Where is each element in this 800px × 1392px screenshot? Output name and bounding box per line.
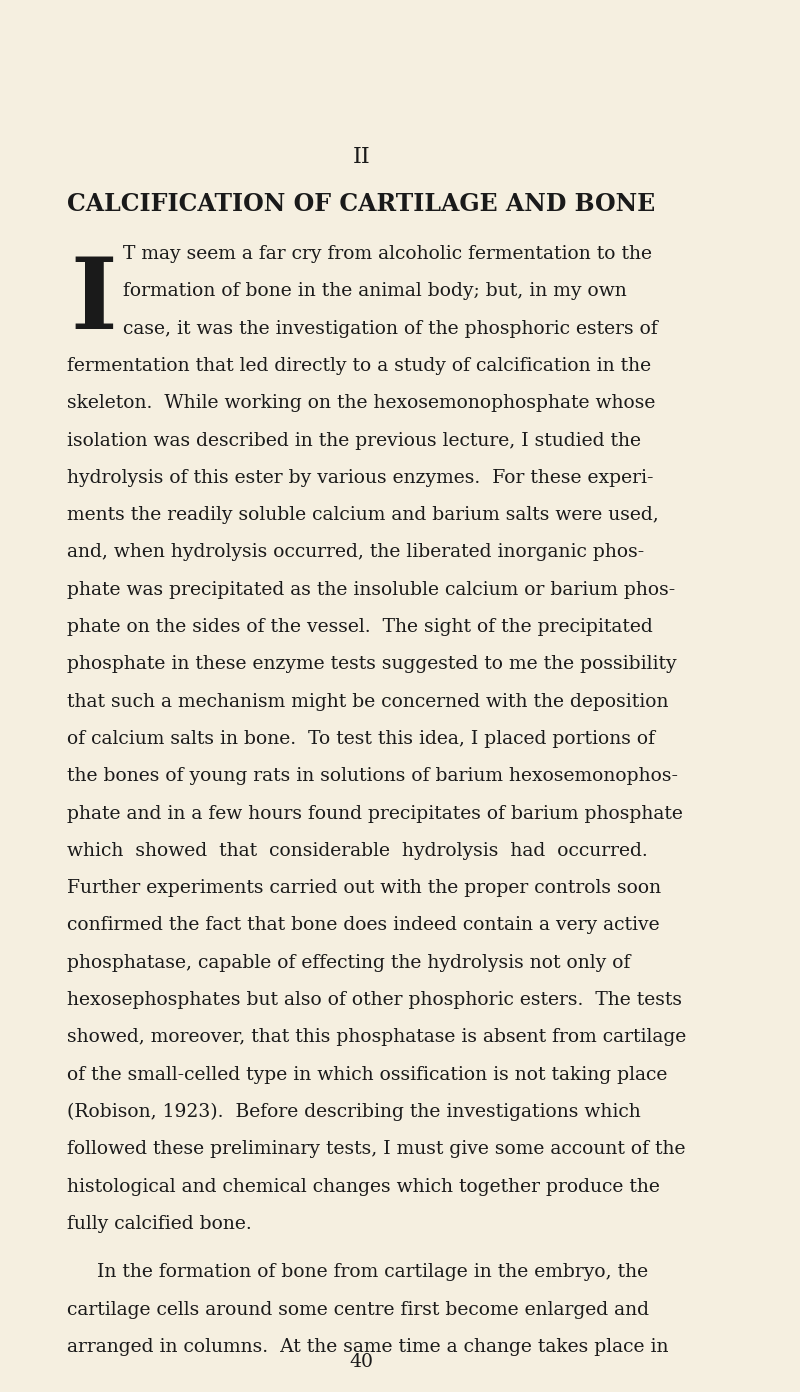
Text: hydrolysis of this ester by various enzymes.  For these experi-: hydrolysis of this ester by various enzy… [67,469,654,487]
Text: skeleton.  While working on the hexosemonophosphate whose: skeleton. While working on the hexosemon… [67,394,655,412]
Text: phate and in a few hours found precipitates of barium phosphate: phate and in a few hours found precipita… [67,805,683,823]
Text: histological and chemical changes which together produce the: histological and chemical changes which … [67,1178,660,1196]
Text: phate was precipitated as the insoluble calcium or barium phos-: phate was precipitated as the insoluble … [67,580,675,599]
Text: I: I [70,253,118,351]
Text: ments the readily soluble calcium and barium salts were used,: ments the readily soluble calcium and ba… [67,507,658,525]
Text: showed, moreover, that this phosphatase is absent from cartilage: showed, moreover, that this phosphatase … [67,1029,686,1047]
Text: of calcium salts in bone.  To test this idea, I placed portions of: of calcium salts in bone. To test this i… [67,729,655,748]
Text: formation of bone in the animal body; but, in my own: formation of bone in the animal body; bu… [123,283,626,301]
Text: that such a mechanism might be concerned with the deposition: that such a mechanism might be concerned… [67,693,669,711]
Text: phate on the sides of the vessel.  The sight of the precipitated: phate on the sides of the vessel. The si… [67,618,653,636]
Text: and, when hydrolysis occurred, the liberated inorganic phos-: and, when hydrolysis occurred, the liber… [67,543,644,561]
Text: fully calcified bone.: fully calcified bone. [67,1215,252,1233]
Text: (Robison, 1923).  Before describing the investigations which: (Robison, 1923). Before describing the i… [67,1102,641,1122]
Text: cartilage cells around some centre first become enlarged and: cartilage cells around some centre first… [67,1300,649,1318]
Text: confirmed the fact that bone does indeed contain a very active: confirmed the fact that bone does indeed… [67,916,660,934]
Text: In the formation of bone from cartilage in the embryo, the: In the formation of bone from cartilage … [97,1264,648,1282]
Text: CALCIFICATION OF CARTILAGE AND BONE: CALCIFICATION OF CARTILAGE AND BONE [67,192,655,216]
Text: fermentation that led directly to a study of calcification in the: fermentation that led directly to a stud… [67,356,651,374]
Text: isolation was described in the previous lecture, I studied the: isolation was described in the previous … [67,432,641,450]
Text: the bones of young rats in solutions of barium hexosemonophos-: the bones of young rats in solutions of … [67,767,678,785]
Text: II: II [353,146,370,168]
Text: followed these preliminary tests, I must give some account of the: followed these preliminary tests, I must… [67,1140,686,1158]
Text: T may seem a far cry from alcoholic fermentation to the: T may seem a far cry from alcoholic ferm… [123,245,652,263]
Text: arranged in columns.  At the same time a change takes place in: arranged in columns. At the same time a … [67,1338,669,1356]
Text: phosphatase, capable of effecting the hydrolysis not only of: phosphatase, capable of effecting the hy… [67,954,630,972]
Text: of the small-celled type in which ossification is not taking place: of the small-celled type in which ossifi… [67,1066,667,1084]
Text: Further experiments carried out with the proper controls soon: Further experiments carried out with the… [67,880,661,898]
Text: which  showed  that  considerable  hydrolysis  had  occurred.: which showed that considerable hydrolysi… [67,842,648,860]
Text: case, it was the investigation of the phosphoric esters of: case, it was the investigation of the ph… [123,320,658,338]
Text: phosphate in these enzyme tests suggested to me the possibility: phosphate in these enzyme tests suggeste… [67,656,677,674]
Text: 40: 40 [350,1353,374,1371]
Text: hexosephosphates but also of other phosphoric esters.  The tests: hexosephosphates but also of other phosp… [67,991,682,1009]
